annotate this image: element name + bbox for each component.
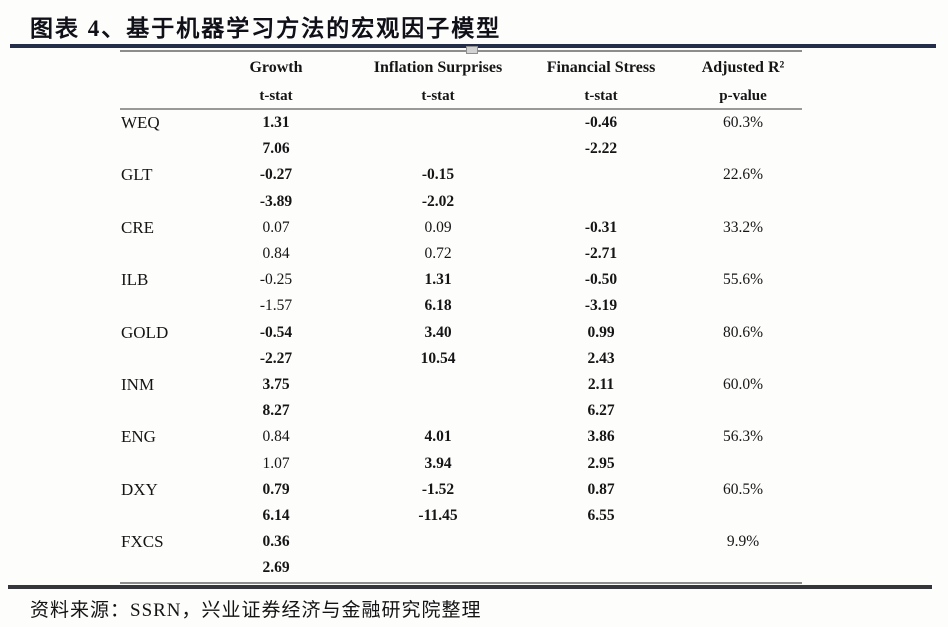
table-row-tstat: 6.14 -11.45 6.55 <box>120 503 802 529</box>
tstat-inflation: 10.54 <box>420 349 456 367</box>
coef-growth: -0.25 <box>259 271 293 289</box>
coef-finstress: -0.50 <box>584 271 618 289</box>
coef-finstress: 0.99 <box>587 323 615 341</box>
factor-model-table: Growth Inflation Surprises Financial Str… <box>120 46 802 584</box>
factor-label: DXY <box>121 479 158 499</box>
factor-label: WEQ <box>121 113 160 132</box>
subheader-tstat-growth: t-stat <box>259 88 293 104</box>
tstat-growth: 2.69 <box>262 559 290 577</box>
table-row: GOLD -0.54 3.40 0.99 80.6% <box>120 320 802 346</box>
subheader-tstat-finstress: t-stat <box>584 88 618 104</box>
coef-inflation: -1.52 <box>421 480 455 498</box>
tstat-growth: 7.06 <box>262 140 290 158</box>
tstat-growth: 1.07 <box>262 454 290 472</box>
table-row: WEQ 1.31 -0.46 60.3% <box>120 110 802 136</box>
table-row-tstat: 2.69 <box>120 555 802 581</box>
table-row: INM 3.75 2.11 60.0% <box>120 372 802 398</box>
coef-inflation: 0.09 <box>424 218 452 236</box>
coef-growth: 3.75 <box>262 376 290 394</box>
table-row-tstat: 7.06 -2.22 <box>120 136 802 162</box>
r2-value: 55.6% <box>722 271 764 289</box>
tstat-growth: 0.84 <box>262 245 290 263</box>
factor-label: INM <box>121 375 155 395</box>
table-row: DXY 0.79 -1.52 0.87 60.5% <box>120 477 802 503</box>
column-header-inflation: Inflation Surprises <box>373 59 503 76</box>
tstat-growth: -3.89 <box>259 192 293 210</box>
tstat-inflation: 6.18 <box>424 297 452 315</box>
factor-label: ILB <box>121 270 149 290</box>
r2-value: 33.2% <box>722 218 764 236</box>
tstat-finstress: 6.55 <box>587 507 615 525</box>
table-subheader-row: t-stat t-stat t-stat p-value <box>120 84 802 108</box>
r2-value: 60.5% <box>722 480 764 498</box>
coef-growth: -0.27 <box>259 166 293 184</box>
coef-growth: 0.84 <box>262 428 290 446</box>
coef-growth: 0.36 <box>262 533 290 551</box>
coef-finstress: 0.87 <box>587 480 615 498</box>
tstat-growth: -2.27 <box>259 349 293 367</box>
tstat-finstress: 2.95 <box>587 454 615 472</box>
coef-inflation: 3.40 <box>424 323 452 341</box>
coef-growth: 0.07 <box>262 218 290 236</box>
factor-label: CRE <box>121 217 155 237</box>
table-row: GLT -0.27 -0.15 22.6% <box>120 162 802 188</box>
coef-growth: 1.31 <box>262 114 290 131</box>
r2-value: 60.3% <box>722 114 764 131</box>
tstat-inflation: -11.45 <box>418 507 458 525</box>
column-header-adj-r2: Adjusted R² <box>701 59 785 76</box>
table-grip-artifact <box>466 46 478 54</box>
coef-finstress: -0.46 <box>584 114 618 131</box>
coef-finstress: 2.11 <box>587 376 615 394</box>
coef-inflation: 1.31 <box>424 271 452 289</box>
footer-divider <box>8 585 932 589</box>
tstat-finstress: -2.71 <box>584 245 618 263</box>
table-row-tstat: -3.89 -2.02 <box>120 189 802 215</box>
factor-label: GLT <box>121 165 153 185</box>
tstat-inflation: -2.02 <box>421 192 455 210</box>
tstat-finstress: 6.27 <box>587 402 615 420</box>
tstat-finstress: 2.43 <box>587 349 615 367</box>
table-row: CRE 0.07 0.09 -0.31 33.2% <box>120 215 802 241</box>
tstat-growth: 6.14 <box>262 507 290 525</box>
coef-finstress: -0.31 <box>584 218 618 236</box>
coef-finstress: 3.86 <box>587 428 615 446</box>
table-row-tstat: -1.57 6.18 -3.19 <box>120 293 802 319</box>
coef-growth: -0.54 <box>259 323 293 341</box>
factor-label: GOLD <box>121 322 169 342</box>
r2-value: 56.3% <box>722 428 764 446</box>
factor-label: FXCS <box>121 532 164 552</box>
r2-value: 60.0% <box>722 376 764 394</box>
tstat-finstress: -2.22 <box>584 140 618 158</box>
page-title: 图表 4、基于机器学习方法的宏观因子模型 <box>30 16 502 41</box>
table-header-row: Growth Inflation Surprises Financial Str… <box>120 52 802 84</box>
table-row: ENG 0.84 4.01 3.86 56.3% <box>120 424 802 450</box>
coef-growth: 0.79 <box>262 480 290 498</box>
r2-value: 9.9% <box>726 533 760 551</box>
tstat-growth: 8.27 <box>262 402 290 420</box>
r2-value: 80.6% <box>722 323 764 341</box>
coef-inflation: -0.15 <box>421 166 455 184</box>
factor-label: ENG <box>121 427 156 447</box>
title-underline <box>10 44 936 48</box>
r2-value: 22.6% <box>722 166 764 184</box>
table-row-tstat: 8.27 6.27 <box>120 398 802 424</box>
table-row-tstat: 0.84 0.72 -2.71 <box>120 241 802 267</box>
column-header-finstress: Financial Stress <box>546 59 656 76</box>
table-row: ILB -0.25 1.31 -0.50 55.6% <box>120 267 802 293</box>
tstat-growth: -1.57 <box>259 297 293 315</box>
coef-inflation: 4.01 <box>424 428 452 446</box>
source-note: 资料来源：SSRN，兴业证券经济与金融研究院整理 <box>30 600 482 621</box>
table-row: FXCS 0.36 9.9% <box>120 529 802 555</box>
header-divider <box>120 108 802 110</box>
table-row-tstat: -2.27 10.54 2.43 <box>120 346 802 372</box>
tstat-finstress: -3.19 <box>584 297 618 315</box>
table-bottom-border <box>120 581 802 584</box>
subheader-tstat-inflation: t-stat <box>421 88 455 104</box>
table-top-border <box>120 46 802 54</box>
column-header-growth: Growth <box>249 59 303 76</box>
tstat-inflation: 3.94 <box>424 454 452 472</box>
subheader-pvalue: p-value <box>719 88 767 104</box>
tstat-inflation: 0.72 <box>424 245 452 263</box>
table-row-tstat: 1.07 3.94 2.95 <box>120 451 802 477</box>
